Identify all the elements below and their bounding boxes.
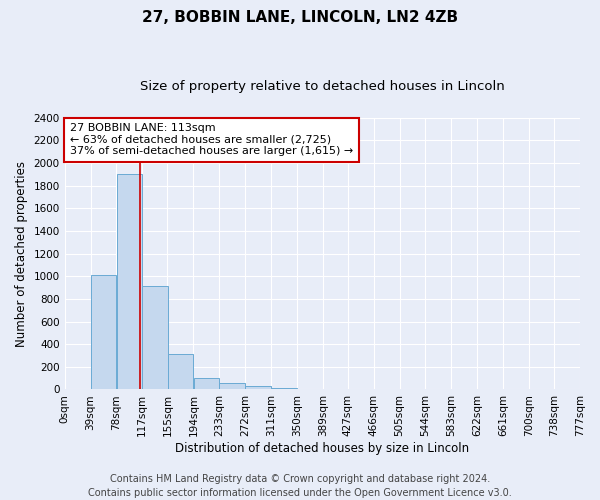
Text: 27 BOBBIN LANE: 113sqm
← 63% of detached houses are smaller (2,725)
37% of semi-: 27 BOBBIN LANE: 113sqm ← 63% of detached… [70,123,353,156]
Text: 27, BOBBIN LANE, LINCOLN, LN2 4ZB: 27, BOBBIN LANE, LINCOLN, LN2 4ZB [142,10,458,25]
Bar [91,275,116,390]
Bar [220,383,245,390]
Title: Size of property relative to detached houses in Lincoln: Size of property relative to detached ho… [140,80,505,93]
Bar [142,286,168,390]
Y-axis label: Number of detached properties: Number of detached properties [15,160,28,346]
Bar [167,354,193,390]
Bar [245,386,271,390]
Bar [65,389,91,390]
Bar [193,378,219,390]
Text: Contains HM Land Registry data © Crown copyright and database right 2024.
Contai: Contains HM Land Registry data © Crown c… [88,474,512,498]
X-axis label: Distribution of detached houses by size in Lincoln: Distribution of detached houses by size … [175,442,469,455]
Bar [271,388,296,390]
Bar [297,389,322,390]
Bar [116,174,142,390]
